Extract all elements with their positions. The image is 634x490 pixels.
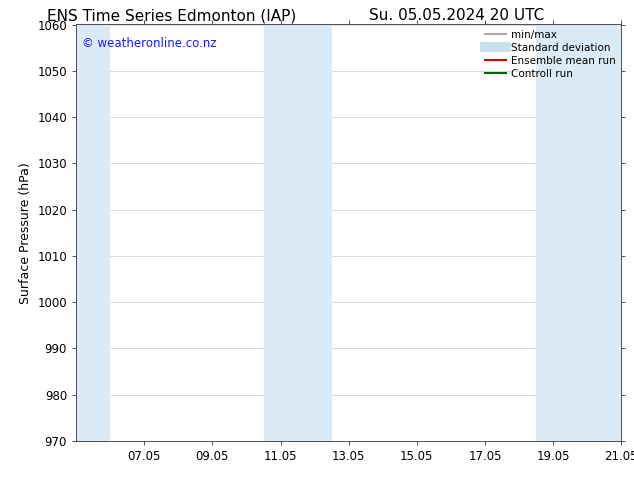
Bar	[264, 24, 332, 441]
Text: © weatheronline.co.nz: © weatheronline.co.nz	[82, 37, 216, 50]
Legend: min/max, Standard deviation, Ensemble mean run, Controll run: min/max, Standard deviation, Ensemble me…	[485, 30, 616, 79]
Bar	[536, 24, 621, 441]
Text: Su. 05.05.2024 20 UTC: Su. 05.05.2024 20 UTC	[369, 8, 544, 24]
Y-axis label: Surface Pressure (hPa): Surface Pressure (hPa)	[19, 162, 32, 304]
Bar	[76, 24, 110, 441]
Text: ENS Time Series Edmonton (IAP): ENS Time Series Edmonton (IAP)	[46, 8, 296, 24]
